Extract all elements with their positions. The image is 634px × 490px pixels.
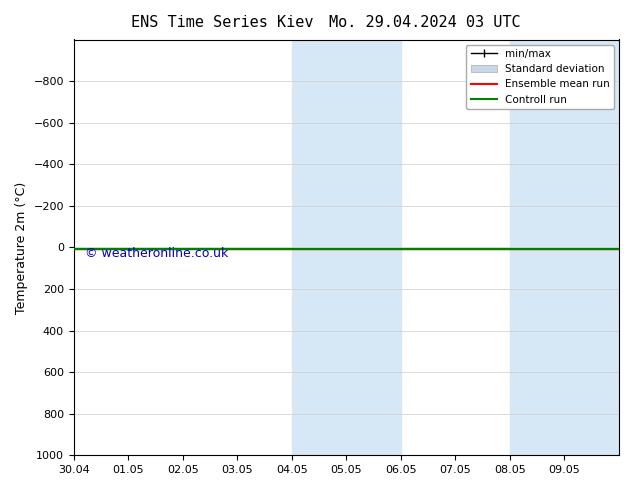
Bar [510, 40, 619, 455]
Text: ENS Time Series Kiev: ENS Time Series Kiev [131, 15, 313, 30]
Text: Mo. 29.04.2024 03 UTC: Mo. 29.04.2024 03 UTC [329, 15, 521, 30]
Text: © weatheronline.co.uk: © weatheronline.co.uk [85, 247, 228, 260]
Y-axis label: Temperature 2m (°C): Temperature 2m (°C) [15, 181, 28, 314]
Bar [292, 40, 401, 455]
Legend: min/max, Standard deviation, Ensemble mean run, Controll run: min/max, Standard deviation, Ensemble me… [467, 45, 614, 109]
